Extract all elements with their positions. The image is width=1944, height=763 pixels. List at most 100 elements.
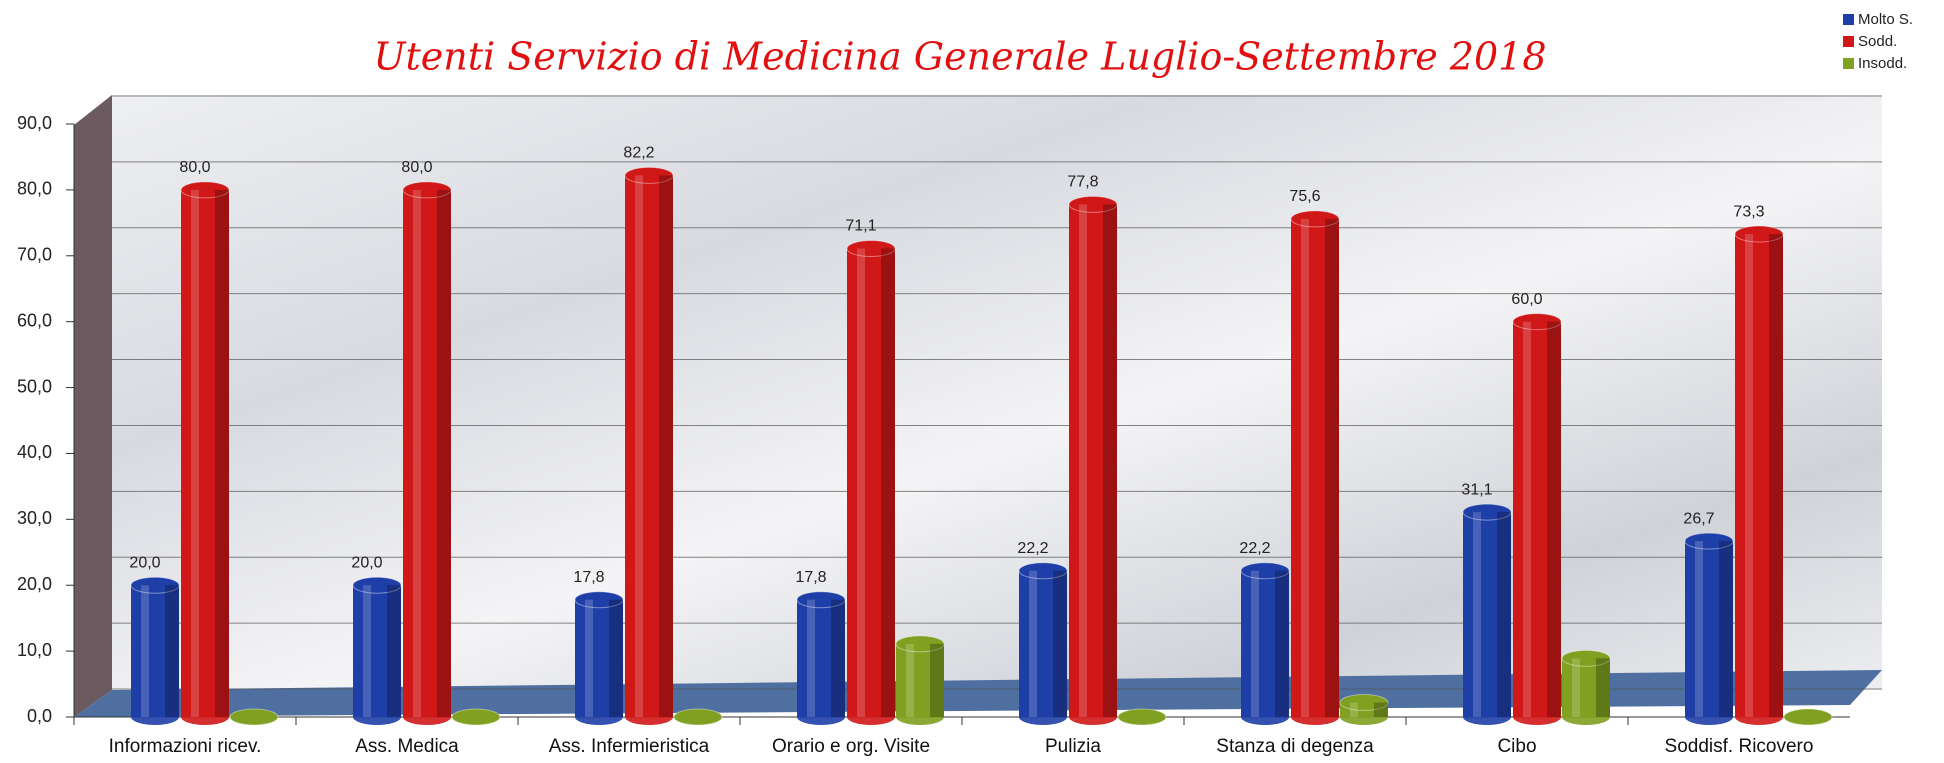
- value-label: 20,0: [351, 554, 382, 571]
- y-tick-label: 90,0: [17, 113, 52, 133]
- y-tick-label: 40,0: [17, 442, 52, 462]
- bar-top: [1561, 649, 1611, 667]
- value-label: 17,8: [795, 569, 826, 586]
- bar-top: [1684, 532, 1734, 550]
- value-label: 17,8: [573, 569, 604, 586]
- bar-shadow: [1275, 570, 1289, 717]
- bar: [575, 599, 623, 717]
- bar-top: [1339, 694, 1389, 712]
- bar-highlight: [585, 599, 593, 717]
- bar-highlight: [413, 189, 421, 717]
- bar-top: [451, 708, 501, 726]
- bar: [353, 585, 401, 717]
- bar-top: [624, 166, 674, 184]
- bar-highlight: [1079, 204, 1087, 717]
- bar-top: [402, 181, 452, 199]
- bar-top: [846, 240, 896, 258]
- bar: [403, 189, 451, 717]
- bar-shadow: [1325, 218, 1339, 717]
- bar-highlight: [191, 189, 199, 717]
- legend-swatch: [1843, 14, 1854, 25]
- bar-highlight: [1523, 321, 1531, 717]
- bar: [896, 643, 944, 717]
- legend-swatch: [1843, 58, 1854, 69]
- legend-label: Molto S.: [1858, 11, 1913, 28]
- bar-shadow: [881, 248, 895, 717]
- bar-shadow: [659, 175, 673, 718]
- bar-highlight: [1350, 702, 1358, 717]
- legend-swatch: [1843, 36, 1854, 47]
- bar-top: [1783, 708, 1833, 726]
- bar-top: [574, 591, 624, 609]
- bar: [1513, 321, 1561, 717]
- value-label: 77,8: [1067, 174, 1098, 191]
- bar-top: [796, 591, 846, 609]
- y-tick-label: 60,0: [17, 310, 52, 330]
- bar-shadow: [1547, 321, 1561, 717]
- bar-highlight: [1745, 234, 1753, 718]
- bar: [181, 189, 229, 717]
- bar: [847, 248, 895, 717]
- bar-highlight: [363, 585, 371, 717]
- bar-shadow: [387, 585, 401, 717]
- bar-shadow: [1103, 204, 1117, 717]
- chart-title: Utenti Servizio di Medicina Generale Lug…: [373, 35, 1546, 79]
- bar-shadow: [1719, 541, 1733, 717]
- floor: [74, 670, 1882, 717]
- bar: [625, 175, 673, 718]
- y-tick-label: 70,0: [17, 245, 52, 265]
- x-tick-label: Ass. Infermieristica: [549, 736, 710, 757]
- bar-top: [1512, 313, 1562, 331]
- bar-top: [1068, 195, 1118, 213]
- value-label: 60,0: [1511, 291, 1542, 308]
- value-label: 71,1: [845, 218, 876, 235]
- bar-shadow: [1769, 234, 1783, 718]
- bar: [1241, 570, 1289, 717]
- y-tick-label: 20,0: [17, 574, 52, 594]
- bar-shadow: [1596, 658, 1610, 717]
- value-label: 73,3: [1733, 203, 1764, 220]
- x-tick-label: Pulizia: [1045, 736, 1101, 757]
- value-label: 82,2: [623, 145, 654, 162]
- y-tick-label: 30,0: [17, 508, 52, 528]
- bar-top: [1240, 562, 1290, 580]
- bar-shadow: [1053, 570, 1067, 717]
- y-tick-label: 10,0: [17, 640, 52, 660]
- bar-highlight: [1572, 658, 1580, 717]
- x-tick-label: Informazioni ricev.: [109, 736, 262, 757]
- bar-highlight: [1695, 541, 1703, 717]
- bar-highlight: [141, 585, 149, 717]
- x-tick-label: Ass. Medica: [355, 736, 459, 757]
- legend-label: Insodd.: [1858, 55, 1907, 72]
- bar-top: [229, 708, 279, 726]
- x-tick-label: Cibo: [1497, 736, 1536, 757]
- legend-label: Sodd.: [1858, 33, 1897, 50]
- value-label: 22,2: [1239, 540, 1270, 557]
- value-label: 31,1: [1461, 481, 1492, 498]
- bar-shadow: [215, 189, 229, 717]
- bar-top: [130, 576, 180, 594]
- bar: [797, 599, 845, 717]
- bar-top: [180, 181, 230, 199]
- y-tick-label: 80,0: [17, 179, 52, 199]
- y-tick-label: 0,0: [27, 706, 52, 726]
- value-label: 80,0: [179, 159, 210, 176]
- bar: [131, 585, 179, 717]
- x-tick-label: Soddisf. Ricovero: [1665, 736, 1814, 757]
- bar-shadow: [930, 643, 944, 717]
- bar-highlight: [1473, 512, 1481, 717]
- bar-shadow: [1374, 702, 1388, 717]
- side-wall: [74, 95, 112, 717]
- bar-top: [1290, 210, 1340, 228]
- bar: [1019, 570, 1067, 717]
- value-label: 20,0: [129, 554, 160, 571]
- bar-shadow: [831, 599, 845, 717]
- bar-top: [1018, 562, 1068, 580]
- bar-top: [1734, 225, 1784, 243]
- value-label: 75,6: [1289, 188, 1320, 205]
- bar-shadow: [1497, 512, 1511, 717]
- x-tick-label: Stanza di degenza: [1216, 736, 1374, 757]
- bar-shadow: [437, 189, 451, 717]
- bar: [1069, 204, 1117, 717]
